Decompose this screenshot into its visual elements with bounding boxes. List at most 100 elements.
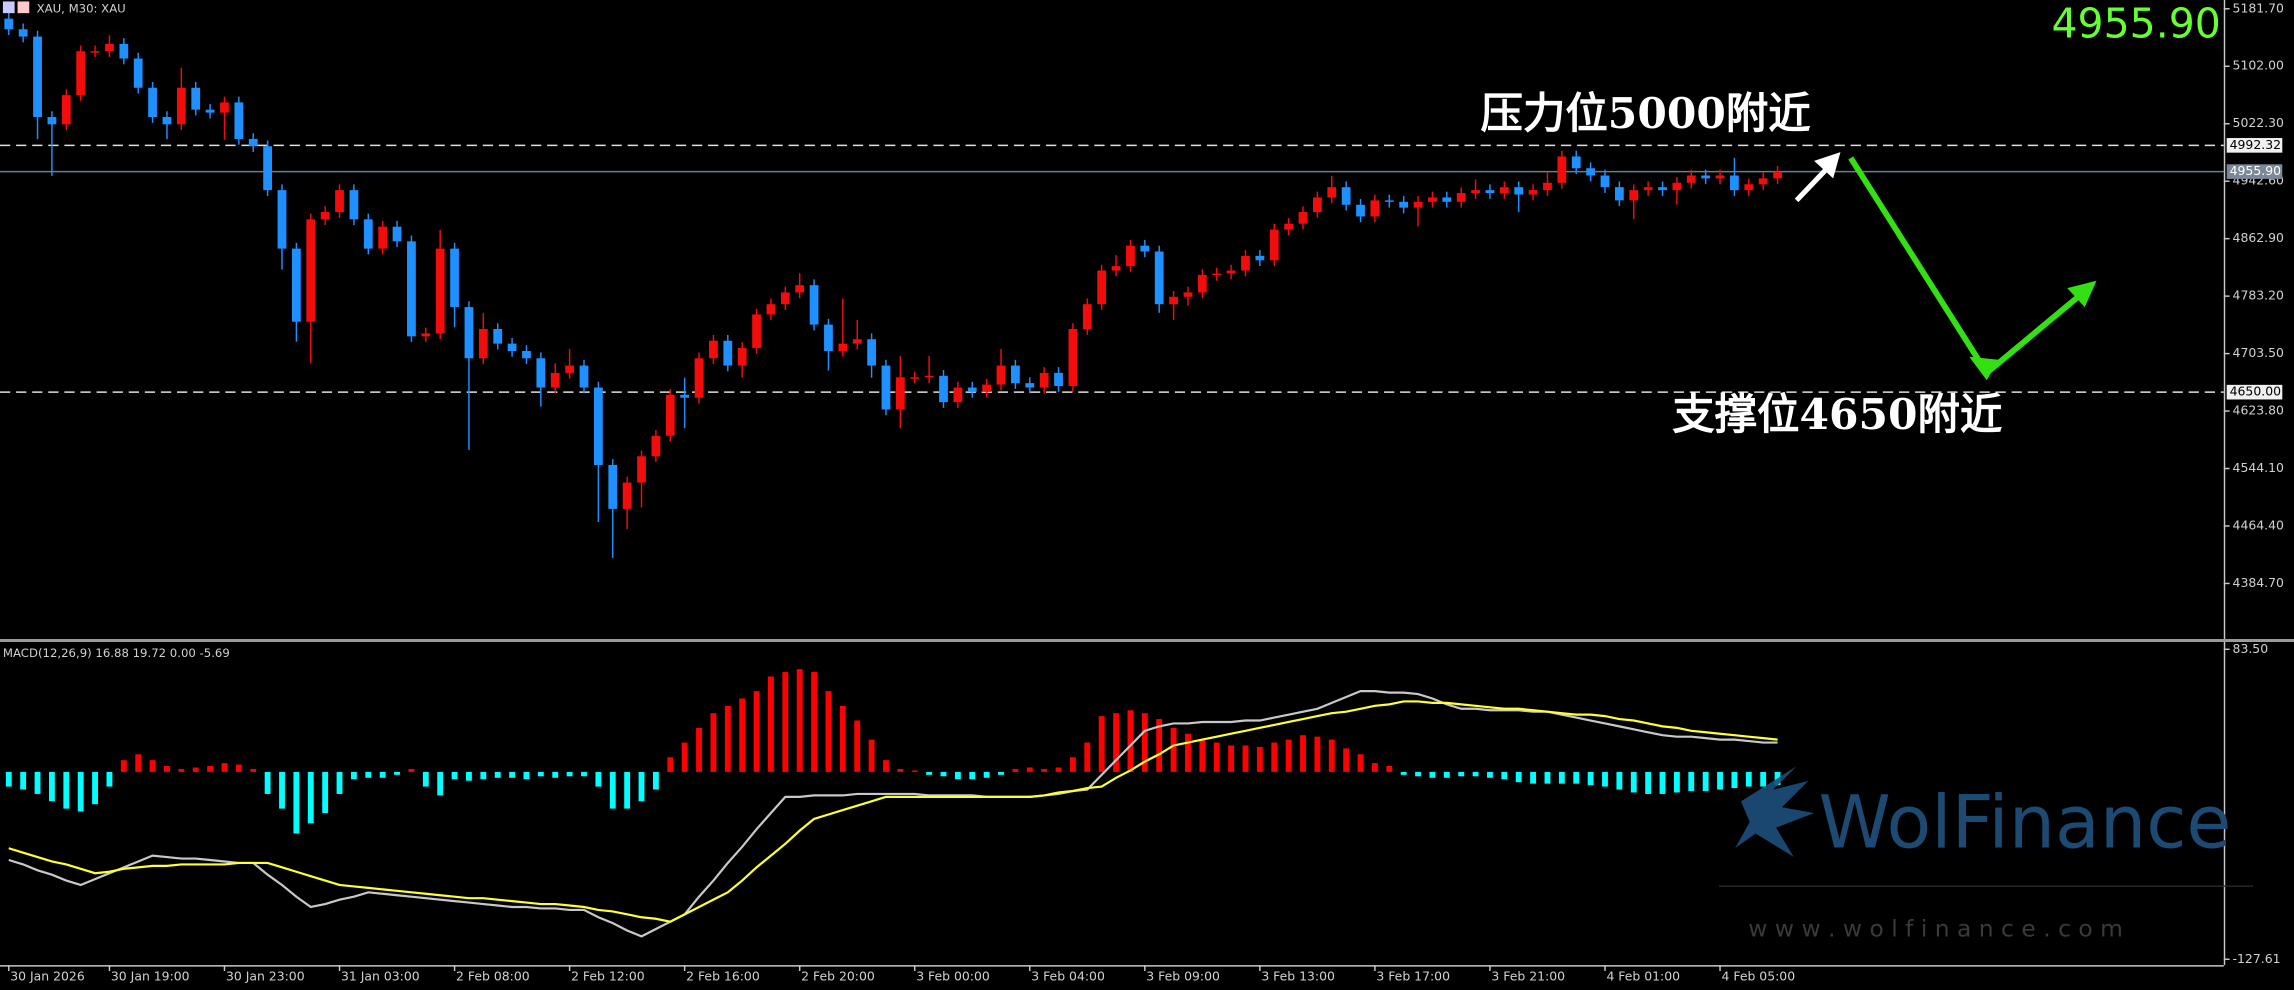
- candle-body: [18, 29, 28, 37]
- candle-body: [407, 241, 416, 337]
- candle-body: [608, 464, 618, 509]
- candle-body: [579, 365, 589, 388]
- candle-body: [1212, 273, 1222, 275]
- candle-body: [464, 307, 474, 359]
- x-tick-label: 30 Jan 23:00: [226, 968, 305, 983]
- macd-bar: [106, 771, 113, 787]
- macd-bar: [20, 771, 27, 790]
- macd-bar: [1443, 771, 1450, 778]
- candle-body: [1025, 383, 1035, 388]
- macd-bar: [954, 771, 961, 780]
- macd-bar: [264, 771, 271, 794]
- candle-body: [1011, 365, 1020, 384]
- candle-body: [637, 456, 646, 483]
- y-tick-label: 4464.40: [2233, 517, 2284, 532]
- macd-bar: [1113, 713, 1119, 772]
- candle-body: [1600, 175, 1610, 188]
- macd-bar: [1156, 719, 1163, 772]
- candle-body: [1356, 204, 1365, 217]
- symbol-icon: [17, 1, 30, 14]
- macd-bar: [120, 760, 127, 772]
- candle-body: [306, 219, 316, 322]
- candle-body: [953, 387, 963, 403]
- macd-bar: [796, 669, 803, 772]
- macd-bar: [1717, 771, 1723, 790]
- macd-bar: [207, 766, 214, 772]
- price-line-label: 4650.00: [2230, 384, 2281, 399]
- y-tick-label: 4783.20: [2233, 288, 2284, 303]
- macd-bar: [1458, 771, 1465, 777]
- macd-bar: [1242, 745, 1249, 772]
- macd-bar: [1400, 771, 1407, 775]
- candle-body: [1384, 200, 1394, 202]
- macd-bar: [1659, 771, 1666, 794]
- candle-body: [291, 248, 301, 322]
- candle-body: [1140, 245, 1150, 252]
- macd-bar: [652, 771, 659, 790]
- macd-bar: [322, 771, 329, 814]
- macd-bar: [854, 720, 861, 772]
- macd-bar: [1127, 710, 1134, 772]
- macd-bar: [839, 705, 846, 772]
- candle-body: [176, 87, 186, 125]
- macd-bar: [422, 771, 429, 787]
- macd-bar: [1300, 735, 1306, 772]
- candle-body: [1255, 255, 1265, 261]
- macd-bar: [581, 771, 587, 777]
- macd-bar: [1415, 771, 1421, 777]
- macd-bar: [48, 771, 55, 802]
- candle-body: [665, 394, 675, 436]
- candle-body: [709, 340, 718, 359]
- macd-bar: [1084, 742, 1091, 772]
- candle-body: [1298, 212, 1308, 224]
- price-line-tag: [2226, 384, 2283, 400]
- candle-body: [133, 58, 143, 88]
- y-tick-label: 5102.00: [2233, 58, 2284, 73]
- candle-body: [148, 87, 157, 118]
- macd-bar: [1616, 771, 1623, 790]
- macd-bar: [34, 771, 41, 794]
- macd-bar: [782, 672, 789, 772]
- macd-bar: [149, 760, 156, 772]
- watermark-brand: WolFinance: [1819, 781, 2232, 866]
- macd-bar: [1501, 771, 1508, 780]
- candle-body: [76, 51, 86, 96]
- macd-bar: [1199, 739, 1206, 772]
- y-tick-label: 83.50: [2233, 641, 2269, 656]
- candle-body: [824, 324, 833, 351]
- macd-bar: [724, 705, 731, 772]
- candle-body: [1428, 197, 1437, 202]
- candle-body: [1082, 304, 1092, 330]
- macd-bar: [998, 771, 1004, 775]
- price-line-tag: [2226, 138, 2283, 153]
- macd-bar: [480, 771, 487, 780]
- arrow-head: [1814, 152, 1841, 179]
- macd-bar: [638, 771, 645, 802]
- candle-body: [191, 87, 201, 110]
- candle-body: [982, 384, 992, 392]
- y-tick-label: 5022.30: [2233, 115, 2284, 130]
- candle-body: [522, 350, 531, 359]
- candle-body: [1744, 184, 1754, 191]
- macd-bar: [235, 764, 242, 772]
- macd-bar: [92, 771, 98, 805]
- macd-bar: [983, 771, 990, 778]
- watermark-logo: [1735, 766, 1815, 857]
- macd-bar: [1587, 771, 1594, 786]
- macd-bar: [911, 770, 918, 772]
- candle-body: [1614, 187, 1624, 201]
- y-tick-label: 4862.90: [2233, 230, 2284, 245]
- candle-body: [1773, 171, 1782, 179]
- x-tick-label: 4 Feb 01:00: [1606, 968, 1680, 983]
- macd-bar: [1185, 733, 1191, 772]
- candle-body: [651, 435, 661, 457]
- chart-title: XAU, M30: XAU: [37, 1, 126, 15]
- macd-bar: [1515, 771, 1522, 783]
- candle-body: [1543, 182, 1552, 191]
- macd-bar: [811, 672, 818, 772]
- price-line-label: 4955.90: [2230, 163, 2281, 178]
- candle-body: [1097, 270, 1107, 305]
- macd-bar: [77, 771, 84, 812]
- candle-body: [766, 304, 776, 315]
